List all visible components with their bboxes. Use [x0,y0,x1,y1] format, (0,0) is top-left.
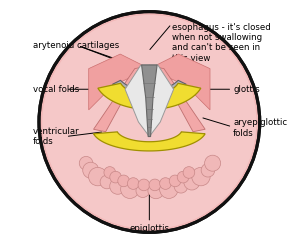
Circle shape [110,178,126,194]
Circle shape [42,15,256,229]
Circle shape [149,179,161,191]
Circle shape [177,171,189,183]
Circle shape [174,180,188,193]
Circle shape [136,184,150,197]
Circle shape [192,167,210,186]
Circle shape [121,180,139,198]
Text: aryepiglottic
folds: aryepiglottic folds [233,118,287,138]
Polygon shape [89,54,149,110]
Polygon shape [149,54,210,110]
Circle shape [39,12,260,232]
Circle shape [148,183,164,199]
Text: arytenoid cartilages: arytenoid cartilages [33,41,119,50]
Polygon shape [94,132,205,151]
Circle shape [118,175,129,187]
Polygon shape [125,65,149,137]
Circle shape [201,163,215,177]
Circle shape [138,179,150,191]
Polygon shape [158,67,205,132]
Text: vocal folds: vocal folds [33,85,79,94]
Circle shape [79,156,93,170]
Text: ventricular
folds: ventricular folds [33,127,79,146]
Circle shape [100,175,114,189]
Circle shape [104,167,116,178]
Circle shape [127,178,139,189]
Text: epiglottis: epiglottis [129,224,169,233]
Circle shape [88,167,107,186]
Circle shape [83,162,99,178]
Circle shape [183,167,195,178]
Text: esophagus - it's closed
when not swallowing
and can't be seen in
this view: esophagus - it's closed when not swallow… [172,22,271,63]
Polygon shape [94,67,141,132]
Circle shape [110,171,121,183]
Circle shape [205,155,221,171]
Polygon shape [141,65,157,137]
Circle shape [169,175,181,187]
Circle shape [160,178,171,189]
Circle shape [184,174,200,190]
Polygon shape [98,83,201,110]
Circle shape [160,180,178,198]
Polygon shape [149,65,174,137]
Text: glottis: glottis [233,85,260,94]
Polygon shape [113,80,186,98]
